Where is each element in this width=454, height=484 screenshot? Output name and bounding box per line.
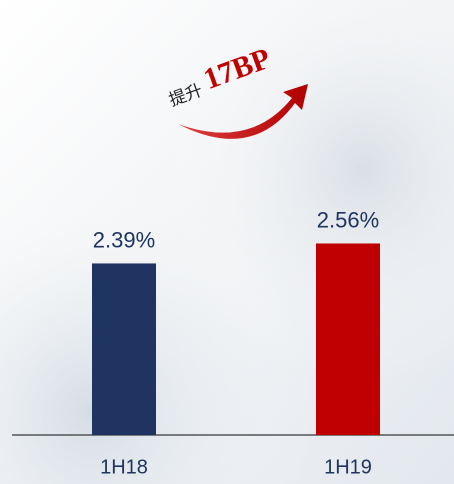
value-label: 2.39% <box>93 227 155 252</box>
trend-arrow <box>178 84 308 139</box>
value-label: 2.56% <box>317 207 379 232</box>
x-tick-label: 1H18 <box>100 456 148 478</box>
bar <box>92 263 156 435</box>
x-tick-label: 1H19 <box>324 456 372 478</box>
bar <box>316 243 380 435</box>
